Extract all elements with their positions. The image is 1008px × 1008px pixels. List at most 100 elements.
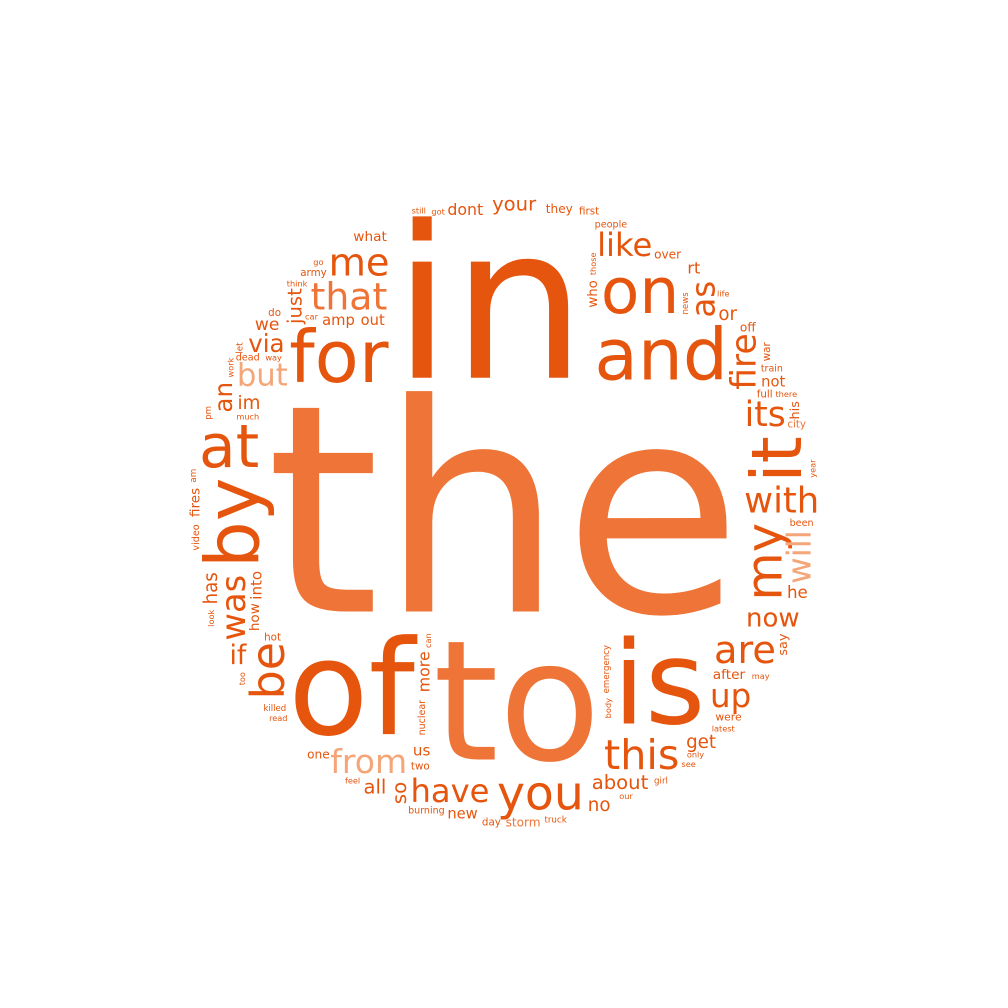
cloud-word: in [393,182,587,429]
cloud-word: its [745,395,786,435]
cloud-word: emergency [602,645,612,693]
cloud-word: too [237,672,247,685]
cloud-word: this [604,731,679,779]
cloud-word: our [619,791,633,801]
cloud-word: or [718,304,737,325]
cloud-word: but [237,358,288,393]
cloud-word: new [447,805,477,822]
cloud-word: im [238,393,261,414]
cloud-word: only [687,749,704,759]
cloud-word: video [191,524,202,550]
cloud-word: of [288,613,417,766]
cloud-word: with [744,481,819,522]
cloud-word: from [330,742,407,781]
cloud-word: two [411,761,430,773]
cloud-word: see [681,759,695,769]
cloud-word: those [588,252,598,275]
cloud-word: for [289,316,389,400]
cloud-word: there [775,389,797,399]
cloud-word: after [713,667,746,683]
cloud-word: and [594,314,728,397]
cloud-word: has [201,572,222,604]
cloud-word: life [717,289,729,299]
cloud-word: much [236,411,259,421]
cloud-word: latest [712,724,736,734]
cloud-word: over [654,247,681,261]
cloud-word: storm [506,815,541,829]
cloud-word: dont [447,200,483,219]
cloud-word: war [761,342,773,362]
cloud-word: like [597,226,652,264]
cloud-word: he [787,582,808,602]
cloud-word: fire [724,333,764,389]
cloud-word: have [411,772,490,810]
cloud-word: still [412,206,426,216]
cloud-word: is [613,617,705,751]
cloud-word: go [313,257,323,267]
cloud-word: rt [687,258,700,277]
cloud-word: as [685,281,723,318]
cloud-word: by [190,477,276,568]
cloud-word: work [225,357,235,377]
cloud-word: if [229,640,246,671]
cloud-word: full [757,389,773,401]
cloud-word: were [715,711,742,724]
cloud-word: not [761,373,785,390]
cloud-word: his [788,401,803,420]
cloud-word: it [738,436,818,482]
cloud-word: off [740,321,756,335]
cloud-word: one [307,748,330,762]
cloud-word: out [361,312,385,329]
cloud-word: fires [187,488,203,517]
cloud-word: may [752,671,770,681]
cloud-word: hot [264,631,281,643]
cloud-word: train [761,364,783,375]
cloud-word: day [482,816,501,828]
cloud-word: how [247,603,263,631]
cloud-word: was [214,575,253,641]
cloud-word: year [807,459,817,478]
cloud-word: pm [204,406,214,420]
cloud-word: can [423,633,433,648]
cloud-word: car [305,312,319,322]
cloud-word: city [787,418,806,430]
cloud-word: burning [408,806,445,817]
cloud-word: via [248,329,284,358]
cloud-word: so [388,782,411,804]
cloud-word: about [592,771,649,794]
cloud-word: news [681,292,691,315]
cloud-word: that [311,274,388,318]
cloud-word: body [603,698,613,718]
cloud-word: amp [322,312,355,329]
cloud-word: what [353,229,387,245]
cloud-word: you [497,766,584,821]
cloud-word: your [492,192,537,215]
cloud-word: up [710,677,751,715]
cloud-word: just [284,288,307,325]
cloud-word: into [247,571,265,600]
cloud-word: will [781,530,819,584]
cloud-word: say [776,633,791,656]
cloud-word: who [586,280,601,307]
cloud-word: to [433,606,601,800]
cloud-word: all [363,775,386,798]
cloud-word: got [431,206,445,216]
cloud-word: read [269,713,287,723]
cloud-word: the [266,344,742,681]
cloud-word: let [235,342,245,354]
cloud-word: they [546,202,573,216]
cloud-word: way [265,353,282,363]
cloud-word: an [209,382,238,413]
cloud-word: on [601,255,679,328]
cloud-word: people [595,220,628,231]
cloud-word: been [790,518,814,529]
cloud-word: me [329,241,390,286]
cloud-word: nuclear [417,700,428,736]
cloud-word: us [413,741,431,759]
cloud-word: no [588,795,611,816]
cloud-word: think [287,278,308,288]
cloud-word: my [736,523,794,601]
cloud-word: first [579,206,599,218]
cloud-word: do [268,307,281,319]
